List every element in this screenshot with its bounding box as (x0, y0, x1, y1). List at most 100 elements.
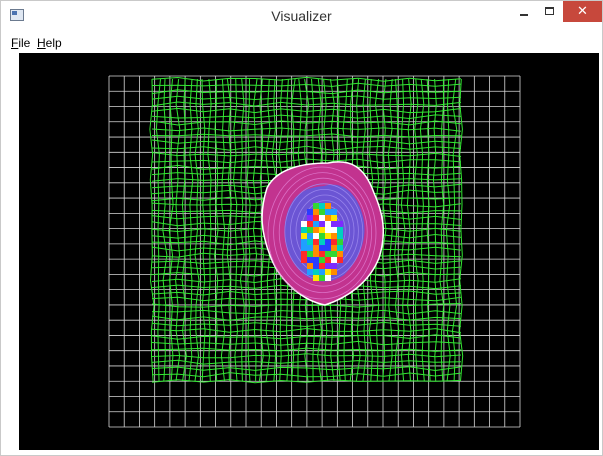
core-cell (319, 257, 325, 263)
mesh-line-horizontal (151, 353, 462, 359)
mesh-line-horizontal (151, 321, 462, 328)
core-cell (331, 233, 337, 239)
core-cell (331, 227, 337, 233)
core-cell (313, 245, 319, 251)
core-cell (307, 245, 313, 251)
core-cell (307, 233, 313, 239)
mesh-line-horizontal (151, 347, 462, 352)
core-cell (325, 251, 331, 257)
core-cell (325, 239, 331, 245)
close-button[interactable]: ✕ (563, 1, 602, 22)
core-cell (307, 215, 313, 221)
core-cell (301, 239, 307, 245)
core-cell (301, 245, 307, 251)
mesh-line-horizontal (151, 359, 462, 365)
core-cell (301, 233, 307, 239)
core-cell (325, 227, 331, 233)
core-cell (319, 233, 325, 239)
minimize-button[interactable] (511, 1, 537, 23)
mesh-line-horizontal (151, 379, 462, 384)
menu-help[interactable]: Help (37, 36, 62, 50)
menu-help-accel: H (37, 36, 46, 50)
core-cell (331, 263, 337, 269)
contour-line (267, 166, 377, 300)
core-cell (319, 269, 325, 275)
visualization-canvas[interactable] (19, 53, 599, 450)
core-cell (301, 251, 307, 257)
mesh-line-horizontal (151, 114, 462, 120)
core-cell (325, 221, 331, 227)
mesh-line-horizontal (151, 309, 462, 315)
core-cell (337, 233, 343, 239)
menu-help-label: elp (45, 36, 62, 50)
core-cell (325, 203, 331, 209)
visualization-svg[interactable] (19, 53, 599, 450)
core-cell (307, 257, 313, 263)
mesh-line-vertical (149, 78, 155, 382)
core-cell (331, 221, 337, 227)
mesh-line-vertical (432, 78, 438, 382)
app-icon[interactable] (10, 9, 24, 21)
core-cell (307, 263, 313, 269)
mesh-line-vertical (426, 78, 431, 382)
mesh-line-vertical (220, 78, 226, 382)
core-cell (337, 251, 343, 257)
mesh-line-horizontal (151, 139, 462, 145)
core-cell (319, 215, 325, 221)
core-cell (319, 203, 325, 209)
menu-file-label: ile (18, 36, 31, 50)
menu-file-accel: F (11, 36, 19, 50)
core-cell (313, 251, 319, 257)
menu-bar: File Help (1, 33, 602, 52)
core-cell (307, 239, 313, 245)
mesh-line-horizontal (151, 315, 462, 321)
core-cell (313, 221, 319, 227)
title-bar[interactable]: Visualizer ✕ (1, 1, 602, 31)
core-cell (307, 269, 313, 275)
core-cell (319, 275, 325, 281)
core-cell (313, 215, 319, 221)
core-cell (337, 239, 343, 245)
mesh-line-horizontal (151, 296, 462, 302)
contour-line (278, 177, 368, 287)
mesh-line-horizontal (151, 95, 462, 101)
core-cell (319, 245, 325, 251)
contour-line (273, 172, 373, 294)
core-cell (313, 269, 319, 275)
menu-file[interactable]: File (11, 36, 30, 50)
mesh-line-horizontal (151, 101, 462, 107)
mesh-line-vertical (381, 78, 387, 382)
core-cell (331, 245, 337, 251)
core-cell (301, 221, 307, 227)
mesh-line-horizontal (151, 366, 462, 372)
core-region (301, 203, 343, 281)
core-cell (313, 209, 319, 215)
mesh-line-vertical (194, 78, 200, 382)
mesh-line-horizontal (151, 127, 462, 132)
core-cell (325, 209, 331, 215)
core-cell (325, 269, 331, 275)
core-cell (319, 209, 325, 215)
core-cell (325, 275, 331, 281)
core-cell (325, 215, 331, 221)
mesh-line-vertical (226, 78, 232, 382)
core-cell (325, 245, 331, 251)
core-cell (325, 257, 331, 263)
core-cell (337, 227, 343, 233)
close-icon: ✕ (577, 4, 588, 19)
mesh-line-horizontal (151, 145, 462, 151)
maximize-button[interactable] (537, 1, 563, 23)
core-cell (331, 251, 337, 257)
core-cell (319, 263, 325, 269)
core-cell (307, 251, 313, 257)
core-cell (325, 263, 331, 269)
core-cell (331, 257, 337, 263)
mesh-line-horizontal (151, 303, 462, 308)
window-title: Visualizer (271, 8, 332, 24)
core-cell (307, 227, 313, 233)
core-cell (331, 215, 337, 221)
mesh-line-horizontal (151, 340, 462, 346)
mesh-line-horizontal (151, 120, 462, 126)
core-cell (331, 209, 337, 215)
mesh-line-vertical (201, 78, 206, 382)
